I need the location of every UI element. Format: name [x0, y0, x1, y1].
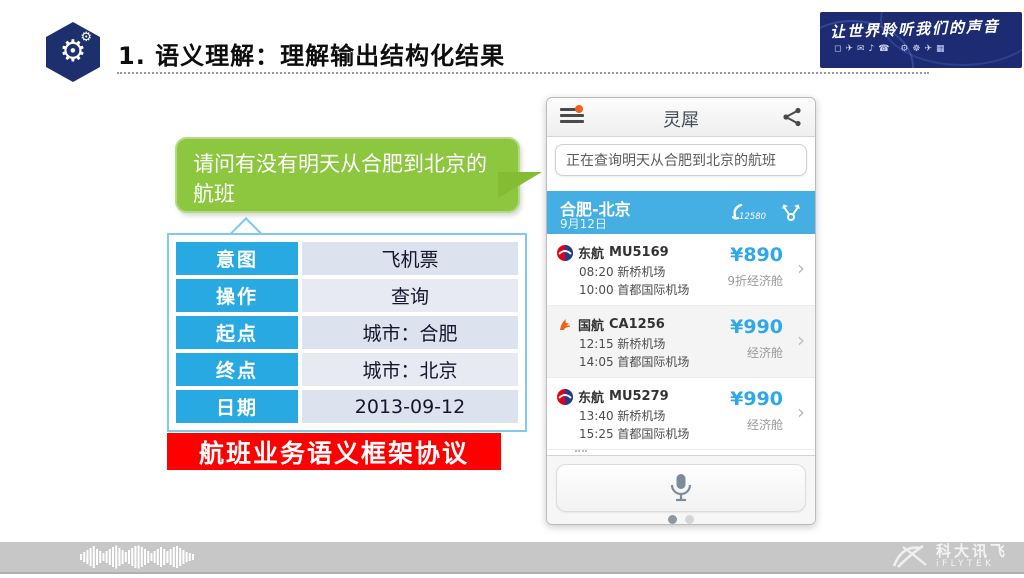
notification-dot — [575, 105, 583, 113]
banner-icons-row: ◻✈✉♪☎ ⚙☸✈▦ — [834, 44, 949, 54]
arrival-info: 14:05 首都国际机场 — [579, 355, 690, 369]
app-title: 灵犀 — [663, 110, 699, 131]
frame-row-value: 2013-09-12 — [302, 390, 518, 423]
arrival-info: 10:00 首都国际机场 — [579, 283, 690, 297]
user-query-bubble: 请问有没有明天从合肥到北京的航班 — [175, 137, 520, 213]
bubble-tail — [498, 172, 542, 198]
query-status-box[interactable]: 正在查询明天从合肥到北京的航班 — [555, 144, 807, 176]
phone-screenshot: 灵犀 正在查询明天从合肥到北京的航班 合肥-北京 9月12日 12580 — [546, 97, 816, 525]
frame-row-value: 城市：合肥 — [302, 316, 518, 349]
flight-price: ¥890 — [730, 244, 783, 266]
chevron-right-icon[interactable]: › — [797, 328, 805, 352]
cabin-class: 经济舱 — [746, 346, 783, 360]
brand-banner: 让世界聆听我们的声音 ◻✈✉♪☎ ⚙☸✈▦ — [820, 12, 1022, 68]
departure-info: 12:15 新桥机场 — [579, 337, 666, 351]
route-header-bar[interactable]: 合肥-北京 9月12日 12580 — [547, 191, 815, 234]
frame-row-label: 终点 — [176, 353, 298, 386]
svg-text:12580: 12580 — [739, 212, 766, 222]
departure-info: 13:40 新桥机场 — [579, 409, 666, 423]
frame-row-label: 日期 — [176, 390, 298, 423]
iflytek-logo: 科大讯飞 iFLYTEK — [890, 543, 1008, 569]
menu-icon[interactable] — [560, 105, 584, 126]
user-query-text: 请问有没有明天从合肥到北京的航班 — [193, 152, 487, 207]
gear-person-icon: ⚙ — [59, 34, 87, 69]
page-title: 1. 语义理解：理解输出结构化结果 — [118, 42, 506, 70]
semantic-frame-table: 意图 飞机票 操作 查询 起点 城市：合肥 终点 城市：北京 日期 2013-0… — [176, 242, 518, 423]
route-date: 9月12日 — [560, 217, 607, 231]
flight-price: ¥990 — [730, 388, 783, 410]
air-china-logo-icon — [560, 318, 571, 330]
flight-row[interactable]: 国航 CA1256 12:15 新桥机场 14:05 首都国际机场 ¥990 经… — [547, 306, 815, 378]
brand-name-en: iFLYTEK — [935, 558, 995, 569]
airline-name: 东航 — [578, 247, 605, 262]
china-eastern-logo-icon — [557, 244, 573, 261]
frame-row-value: 查询 — [302, 279, 518, 312]
title-hexagon-badge: ⚙ ⚙ — [46, 22, 100, 82]
frame-row-value: 飞机票 — [302, 242, 518, 275]
page-dot[interactable] — [685, 515, 694, 524]
footer-bar: 科大讯飞 iFLYTEK — [0, 542, 1024, 574]
frame-row-value: 城市：北京 — [302, 353, 518, 386]
flight-row[interactable]: 东航 MU5279 13:40 新桥机场 15:25 首都国际机场 ¥990 经… — [547, 378, 815, 450]
frame-row-label: 操作 — [176, 279, 298, 312]
china-eastern-logo-icon — [557, 388, 573, 405]
cabin-class: 经济舱 — [746, 418, 783, 432]
query-status-text: 正在查询明天从合肥到北京的航班 — [566, 153, 776, 169]
waveform-decoration — [80, 545, 194, 569]
swap-arrows-icon[interactable] — [779, 200, 803, 228]
flight-number: MU5169 — [609, 245, 669, 260]
iflytek-swoosh-icon — [892, 545, 927, 569]
flight-row[interactable]: 东航 MU5169 08:20 新桥机场 10:00 首都国际机场 ¥890 9… — [547, 234, 815, 306]
flight-list: 东航 MU5169 08:20 新桥机场 10:00 首都国际机场 ¥890 9… — [547, 234, 815, 450]
semantic-frame-callout: 意图 飞机票 操作 查询 起点 城市：合肥 终点 城市：北京 日期 2013-0… — [167, 233, 527, 432]
frame-row-label: 意图 — [176, 242, 298, 275]
title-dotted-rule — [117, 72, 929, 74]
voice-input-panel — [547, 455, 815, 524]
brand-name-cn: 科大讯飞 — [935, 542, 1008, 560]
app-header: 灵犀 — [547, 98, 815, 137]
page-dot-active[interactable] — [668, 515, 677, 524]
airline-name: 东航 — [578, 391, 605, 406]
scroll-hint-dots — [575, 450, 587, 455]
frame-row-label: 起点 — [176, 316, 298, 349]
flight-price: ¥990 — [730, 316, 783, 338]
flight-number: MU5279 — [609, 389, 669, 404]
frame-caption-banner: 航班业务语义框架协议 — [167, 433, 501, 470]
share-icon[interactable] — [781, 106, 803, 132]
microphone-icon — [670, 474, 692, 502]
page-indicator — [547, 515, 815, 524]
departure-info: 08:20 新桥机场 — [579, 265, 666, 279]
small-gear-icon: ⚙ — [80, 30, 92, 45]
arrival-info: 15:25 首都国际机场 — [579, 427, 690, 441]
chevron-right-icon[interactable]: › — [797, 400, 805, 424]
route-title: 合肥-北京 — [560, 200, 631, 219]
chevron-right-icon[interactable]: › — [797, 256, 805, 280]
microphone-button[interactable] — [556, 464, 806, 512]
flight-number: CA1256 — [609, 317, 665, 332]
airline-name: 国航 — [578, 319, 605, 334]
cabin-class: 9折经济舱 — [727, 274, 783, 288]
phone-12580-icon[interactable]: 12580 — [729, 200, 767, 228]
